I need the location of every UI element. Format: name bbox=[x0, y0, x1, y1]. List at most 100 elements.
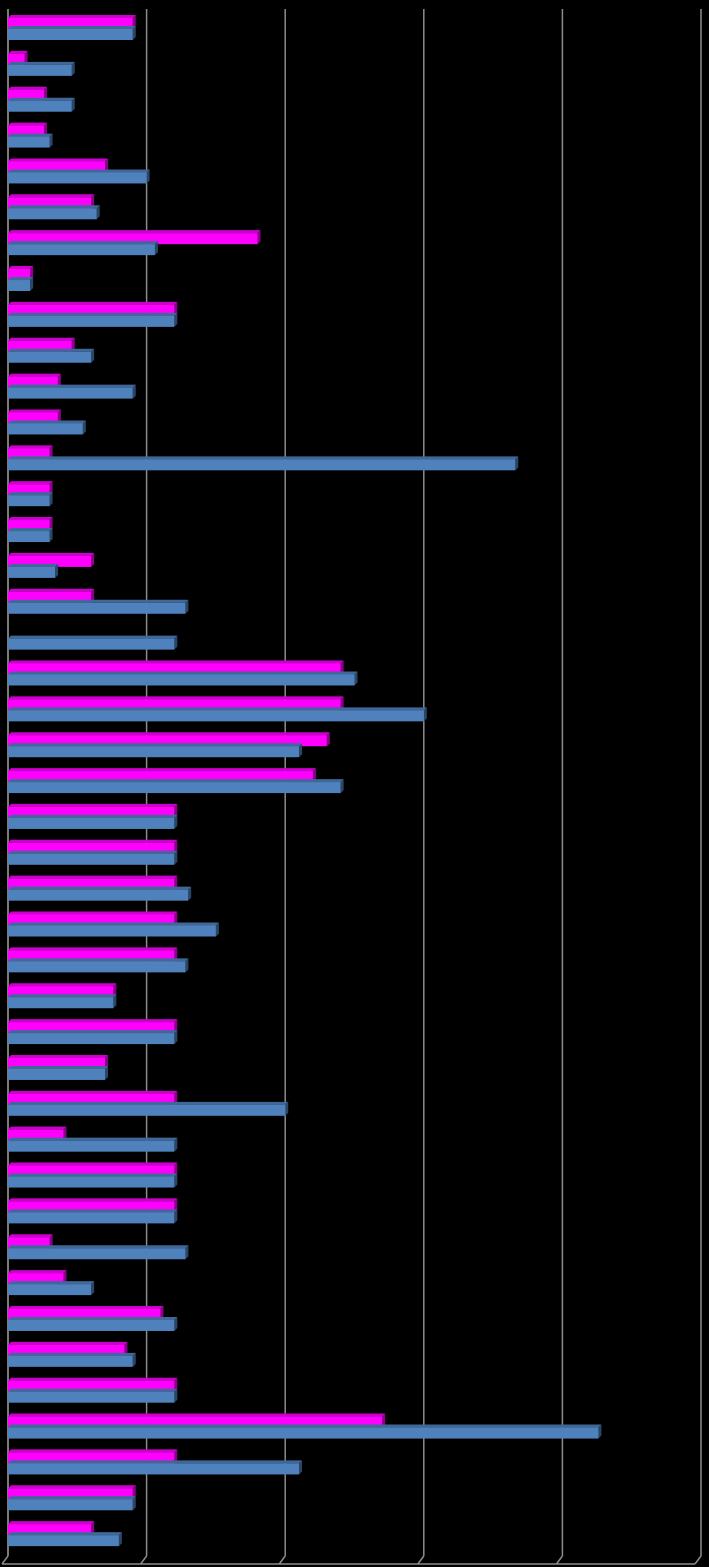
gridline-tick-25 bbox=[694, 1555, 702, 1565]
bar-s1-32 bbox=[8, 1126, 67, 1141]
bar-end-face bbox=[174, 814, 178, 829]
bar-front-face bbox=[8, 1416, 383, 1428]
bar-s2-33 bbox=[8, 1173, 178, 1188]
bar-s1-14 bbox=[8, 481, 53, 496]
bar-s2-17 bbox=[8, 599, 189, 614]
bar-top-face bbox=[8, 1101, 289, 1105]
bar-end-face bbox=[124, 1341, 128, 1356]
bar-end-face bbox=[132, 1496, 136, 1511]
bar-front-face bbox=[8, 1319, 175, 1331]
bar-top-face bbox=[8, 266, 34, 270]
bar-end-face bbox=[340, 779, 344, 794]
bar-top-face bbox=[8, 983, 117, 987]
bar-front-face bbox=[8, 197, 92, 209]
bar-front-face bbox=[8, 1201, 175, 1213]
bar-end-face bbox=[382, 1413, 386, 1428]
bar-end-face bbox=[57, 409, 61, 424]
bar-s2-8 bbox=[8, 277, 34, 292]
bar-end-face bbox=[285, 1101, 289, 1116]
gridline-tick-0 bbox=[1, 1555, 9, 1565]
bar-s1-10 bbox=[8, 337, 75, 352]
bar-end-face bbox=[188, 886, 192, 901]
bar-end-face bbox=[105, 1065, 109, 1080]
bar-s1-43 bbox=[8, 1521, 95, 1536]
bar-top-face bbox=[8, 1460, 303, 1464]
bar-top-face bbox=[8, 1377, 178, 1381]
bar-s1-38 bbox=[8, 1341, 128, 1356]
bar-front-face bbox=[8, 950, 175, 962]
bar-top-face bbox=[8, 1496, 136, 1500]
bar-top-face bbox=[8, 1281, 95, 1285]
bar-top-face bbox=[8, 205, 100, 209]
bar-front-face bbox=[8, 1033, 175, 1045]
bar-top-face bbox=[8, 348, 95, 352]
bar-s2-29 bbox=[8, 1030, 178, 1045]
bar-front-face bbox=[8, 782, 341, 794]
bar-s1-13 bbox=[8, 445, 53, 460]
bar-end-face bbox=[146, 169, 150, 184]
bar-top-face bbox=[8, 1019, 178, 1023]
bar-front-face bbox=[8, 484, 50, 496]
bar-end-face bbox=[174, 635, 178, 650]
bar-s2-24 bbox=[8, 850, 178, 865]
bar-s1-7 bbox=[8, 230, 261, 245]
bar-s2-18 bbox=[8, 635, 178, 650]
bar-front-face bbox=[8, 997, 114, 1009]
bar-end-face bbox=[132, 384, 136, 399]
bar-top-face bbox=[8, 1424, 602, 1428]
bar-top-face bbox=[8, 768, 316, 772]
bar-end-face bbox=[354, 671, 358, 686]
bar-front-face bbox=[8, 1248, 186, 1260]
bar-top-face bbox=[8, 1209, 178, 1213]
bar-top-face bbox=[8, 1065, 109, 1069]
bar-s1-20 bbox=[8, 696, 344, 711]
bar-front-face bbox=[8, 746, 300, 758]
bar-end-face bbox=[49, 1234, 53, 1249]
bar-front-face bbox=[8, 602, 186, 614]
bar-s1-24 bbox=[8, 839, 178, 854]
bar-top-face bbox=[8, 707, 427, 711]
bar-front-face bbox=[8, 376, 58, 388]
bar-front-face bbox=[8, 986, 114, 998]
bar-end-face bbox=[174, 1030, 178, 1045]
bar-s2-35 bbox=[8, 1245, 189, 1260]
bar-front-face bbox=[8, 1427, 599, 1439]
bar-top-face bbox=[8, 241, 158, 245]
bar-front-face bbox=[8, 172, 147, 184]
bar-s1-22 bbox=[8, 768, 316, 783]
bar-end-face bbox=[174, 1019, 178, 1034]
bar-top-face bbox=[8, 50, 28, 54]
bar-front-face bbox=[8, 566, 56, 578]
bar-front-face bbox=[8, 100, 72, 112]
bar-s1-4 bbox=[8, 122, 48, 137]
bar-front-face bbox=[8, 1463, 300, 1475]
bar-front-face bbox=[8, 269, 31, 281]
bar-s2-32 bbox=[8, 1137, 178, 1152]
bar-s1-16 bbox=[8, 552, 95, 567]
bar-s2-3 bbox=[8, 97, 75, 112]
bar-s2-43 bbox=[8, 1532, 122, 1547]
bar-s2-1 bbox=[8, 26, 136, 40]
bar-top-face bbox=[8, 277, 34, 281]
gridline-tick-20 bbox=[555, 1555, 564, 1565]
bar-front-face bbox=[8, 853, 175, 865]
bar-end-face bbox=[105, 158, 109, 173]
bar-s1-2 bbox=[8, 50, 28, 65]
bar-top-face bbox=[8, 1234, 53, 1238]
bar-top-face bbox=[8, 1388, 178, 1392]
bar-top-face bbox=[8, 230, 261, 234]
bar-front-face bbox=[8, 674, 355, 686]
bar-end-face bbox=[91, 1281, 95, 1296]
bar-top-face bbox=[8, 1521, 95, 1525]
bar-s1-12 bbox=[8, 409, 61, 424]
bar-end-face bbox=[30, 277, 34, 292]
bar-front-face bbox=[8, 1057, 106, 1069]
bar-end-face bbox=[185, 1245, 189, 1260]
bar-end-face bbox=[132, 26, 136, 40]
bar-front-face bbox=[8, 817, 175, 829]
bar-front-face bbox=[8, 1068, 106, 1080]
bar-front-face bbox=[8, 961, 186, 973]
bar-front-face bbox=[8, 925, 216, 937]
bar-end-face bbox=[71, 61, 75, 76]
bar-front-face bbox=[8, 699, 341, 711]
